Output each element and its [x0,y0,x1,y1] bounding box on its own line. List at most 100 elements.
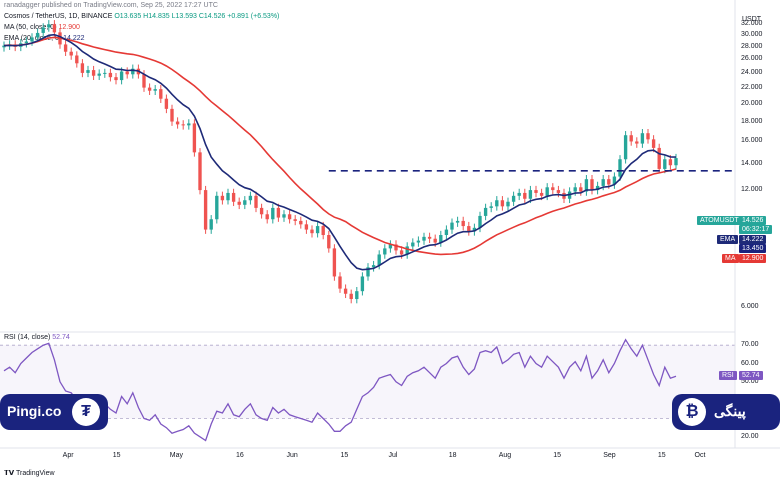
price-tick-label: 30.000 [741,31,763,39]
candle-body [220,195,225,201]
candle-body [254,195,258,208]
candle-body [450,222,454,230]
candle-body [640,133,645,144]
rsi-band [0,345,735,419]
time-tick-label: Jun [286,452,298,459]
candle-body [343,288,348,294]
ohlc-values: O13.635 H14.835 L13.593 C14.526 +0.891 (… [114,13,280,20]
candle-body [2,45,6,48]
candle-body [467,226,471,232]
candle-body [287,214,292,220]
candle-body [198,152,202,191]
candle-body [511,195,516,202]
candle-body [360,276,365,292]
candle-body [231,192,236,202]
candle-body [663,159,667,169]
candle-body [327,235,331,249]
price-tick-label: 20.000 [741,99,763,107]
price-tick-label: 14.000 [741,160,763,168]
candle-body [349,293,353,300]
ma-label: MA (50, close, 0) [4,24,57,31]
rsi-tick-label: 50.00 [741,377,759,385]
rsi-label: RSI (14, close) [4,334,51,341]
price-tick-label: 22.000 [741,83,763,91]
ma-legend: MA (50, close, 0) 12.900 [4,24,80,31]
currency-label: USDT [742,16,762,23]
publisher-line: ranadagger published on TradingView.com,… [4,2,218,9]
candle-body [103,72,107,74]
candle-body [506,201,510,207]
candle-body [265,214,269,220]
time-tick-label: Sep [603,452,616,459]
candle-body [259,207,264,215]
candle-body [579,187,583,192]
candle-body [114,77,118,81]
candle-body [332,248,337,277]
time-tick-label: Aug [498,452,512,459]
symbol-name: Cosmos / TetherUS, 1D, BINANCE [4,13,113,20]
candle-body [523,192,527,199]
candle-body [175,121,180,125]
candle-body [276,207,281,218]
price-tick-label: 32.000 [741,20,763,28]
tradingview-footer: 𝗧𝗩 TradingView [4,469,55,477]
price-tick-label: 12.000 [741,186,763,194]
candle-body [209,219,213,230]
candle-body [131,68,135,75]
candle-body [91,70,96,76]
candle-body [63,44,68,52]
candle-body [455,220,460,223]
price-tick-label: 24.000 [741,68,763,76]
candle-body [159,89,163,99]
candle-body [388,244,393,249]
candle-body [489,206,493,208]
candle-body [310,229,314,234]
candle-body [483,207,488,216]
candle-body [248,195,253,201]
time-tick-label: 15 [112,452,121,459]
candle-body [545,187,549,196]
candle-body [427,236,432,239]
price-tag: 14.526 [739,216,767,225]
candle-body [338,276,342,289]
candle-body [472,227,477,232]
candle-body [668,159,673,166]
candle-body [595,185,600,191]
candle-body [80,63,85,73]
candle-body [556,190,561,193]
candle-body [355,291,359,300]
candle-body [500,200,505,207]
candle-body [528,190,533,199]
pingi-persian-text: پینگی [714,403,746,419]
candle-body [41,27,45,33]
candle-body [590,179,594,191]
candle-body [618,159,622,177]
ma-tag-value: 12.900 [739,254,767,263]
symbol-legend: Cosmos / TetherUS, 1D, BINANCE O13.635 H… [4,13,279,20]
candle-body [517,192,521,196]
candle-body [623,135,628,160]
candle-body [125,71,129,75]
candle-body [35,32,40,38]
candle-body [405,246,409,255]
candle-body [383,248,387,255]
candle-body [299,220,303,225]
candle-body [411,242,415,247]
candle-body [534,190,538,193]
time-tick-label: May [169,452,184,459]
candle-body [164,98,169,109]
rsi-tag-label: RSI [719,371,737,380]
countdown-tag: 06:32:17 [739,225,773,234]
rsi-legend: RSI (14, close) 52.74 [4,334,70,341]
ema-value: 14.222 [63,35,85,42]
price-tick-label: 18.000 [741,117,763,125]
tradingview-logo-icon: 𝗧𝗩 [4,470,15,477]
time-tick-label: Oct [694,452,706,459]
time-tick-label: Jul [388,452,398,459]
price-tick-label: 6.000 [741,303,759,311]
rsi-tick-label: 70.00 [741,341,759,349]
candle-body [187,123,191,126]
candle-body [52,24,57,33]
candle-body [47,24,51,28]
candle-body [539,192,544,196]
